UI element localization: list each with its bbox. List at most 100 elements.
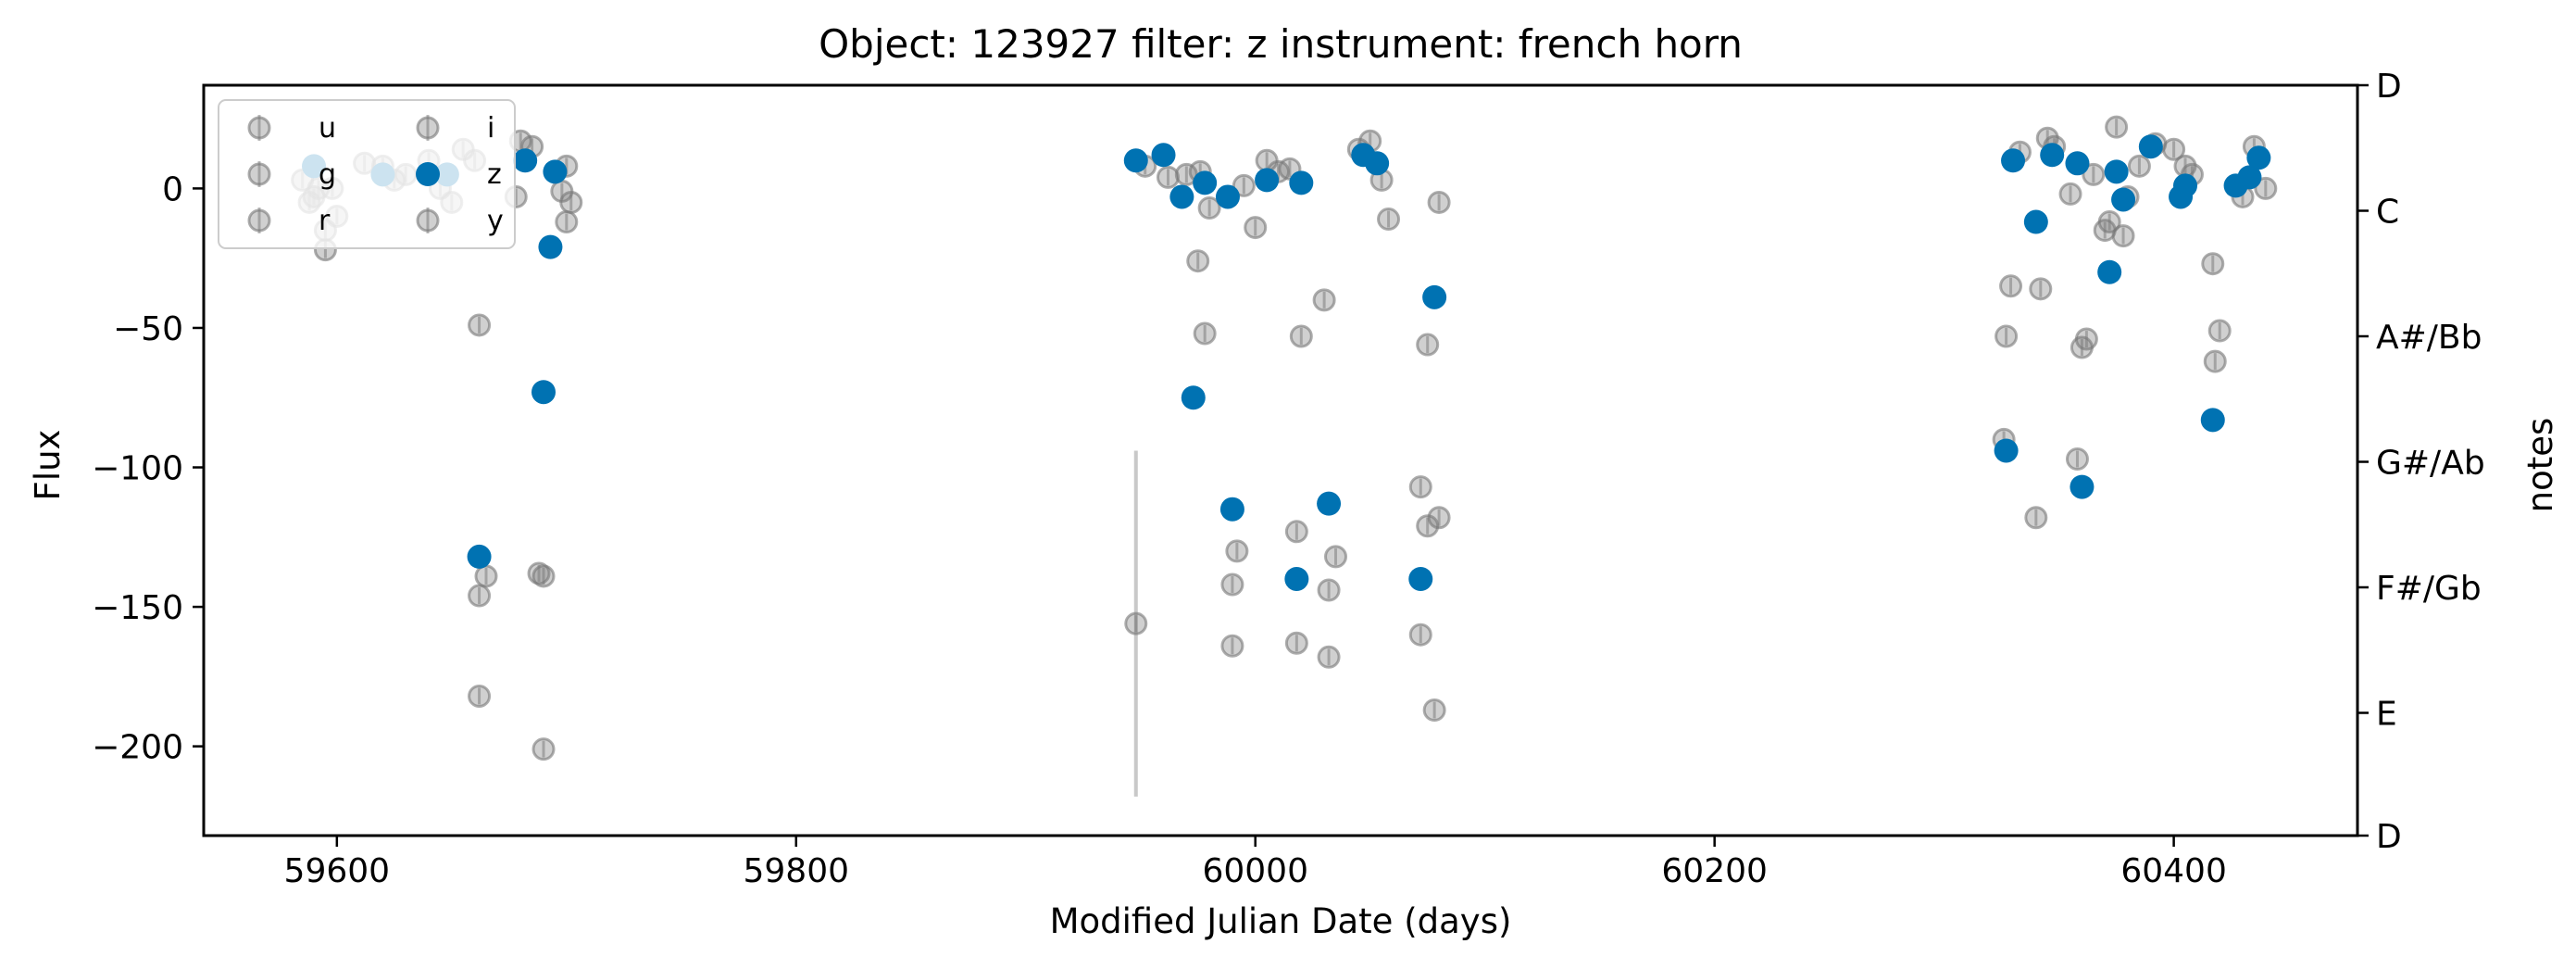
point-g (1284, 631, 1308, 655)
legend-label-r: r (319, 205, 331, 237)
legend-box (218, 99, 516, 249)
point-y (1232, 173, 1256, 197)
y-tick-label: −150 (92, 589, 183, 627)
point-z (2138, 134, 2163, 159)
legend-marker-r (247, 208, 271, 233)
legend-marker-y (416, 208, 440, 233)
point-u (531, 737, 556, 761)
point-z (2070, 474, 2095, 499)
point-r (1186, 249, 1210, 273)
point-y (1244, 216, 1268, 240)
point-i (474, 564, 498, 588)
y-tick-label: −100 (92, 450, 183, 488)
point-g (2065, 447, 2089, 471)
point-z (531, 380, 556, 405)
point-z (2097, 259, 2122, 284)
point-z (2246, 145, 2271, 170)
point-i (2111, 224, 2135, 248)
point-z (2065, 151, 2090, 176)
point-z (1255, 168, 1280, 193)
legend-marker-i (416, 116, 440, 140)
point-r (1416, 514, 1440, 538)
point-r (1124, 611, 1148, 636)
x-tick-label: 60400 (2120, 852, 2227, 890)
point-z (513, 148, 538, 173)
point-z (1215, 184, 1240, 209)
x-tick-label: 59800 (744, 852, 850, 890)
point-i (1197, 195, 1221, 220)
point-u (468, 684, 492, 708)
point-i (2074, 327, 2098, 351)
point-y (550, 179, 574, 203)
note-tick-label: G#/Ab (2376, 445, 2485, 483)
point-y (2058, 182, 2082, 206)
point-z (538, 234, 563, 259)
point-g (1220, 634, 1244, 658)
point-g (2105, 115, 2129, 139)
point-r (2207, 319, 2232, 343)
point-i (555, 210, 579, 234)
point-r (1284, 520, 1308, 544)
point-y (2097, 210, 2121, 234)
point-z (1169, 184, 1194, 209)
point-z (2200, 408, 2225, 433)
y2-axis-label: notes (2520, 418, 2560, 513)
point-y (1377, 208, 1401, 232)
point-i (1289, 324, 1313, 348)
point-i (1225, 539, 1249, 563)
legend-label-i: i (487, 112, 494, 145)
point-i (2203, 349, 2227, 373)
point-y (2082, 162, 2106, 186)
point-g (1317, 645, 1341, 669)
point-r (2029, 277, 2053, 301)
highlight-band-points (302, 134, 2271, 591)
note-tick-label: D (2376, 818, 2402, 856)
point-r (1999, 274, 2023, 298)
point-z (2111, 187, 2136, 212)
point-y (2254, 176, 2278, 200)
legend-marker-u (247, 116, 271, 140)
point-z (1994, 438, 2019, 463)
note-tick-label: D (2376, 68, 2402, 106)
point-r (1317, 578, 1341, 602)
y-tick-label: −200 (92, 729, 183, 767)
point-g (1408, 623, 1432, 647)
x-axis-label: Modified Julian Date (days) (1050, 901, 1512, 941)
note-tick-label: F#/Gb (2376, 570, 2482, 608)
note-tick-label: E (2376, 696, 2397, 734)
point-z (543, 159, 568, 184)
point-z (2001, 148, 2026, 173)
other-band-points (291, 115, 2278, 797)
point-g (1422, 698, 1446, 722)
point-z (1317, 491, 1342, 516)
tick-layer: 59600 59800 60000 60200 60400 0 −50 −100 −150 −20… (92, 68, 2485, 890)
point-z (1422, 284, 1447, 309)
note-tick-label: A#/Bb (2376, 319, 2482, 357)
point-r (468, 584, 492, 608)
x-tick-label: 60000 (1202, 852, 1308, 890)
chart-title: Object: 123927 filter: z instrument: fre… (819, 21, 1743, 67)
legend-marker-z (416, 162, 440, 186)
y-axis-label: Flux (28, 430, 68, 501)
point-z (1193, 170, 1218, 195)
note-tick-label: C (2376, 194, 2399, 232)
point-z (2040, 143, 2065, 168)
point-g (2024, 506, 2048, 530)
legend-label-y: y (487, 205, 504, 237)
point-i (1408, 475, 1432, 499)
point-z (2104, 159, 2129, 184)
point-y (1156, 165, 1180, 189)
point-i (1427, 506, 1451, 530)
y-tick-label: 0 (162, 170, 183, 208)
legend: ugr izy (218, 99, 516, 249)
x-tick-label: 60200 (1661, 852, 1768, 890)
plot-frame (202, 83, 2359, 837)
point-y (1416, 333, 1440, 357)
legend-label-z: z (487, 158, 502, 191)
point-z (2237, 165, 2262, 190)
point-z (1408, 566, 1433, 591)
point-i (1324, 545, 1348, 569)
point-y (1427, 190, 1451, 214)
point-z (1284, 566, 1309, 591)
